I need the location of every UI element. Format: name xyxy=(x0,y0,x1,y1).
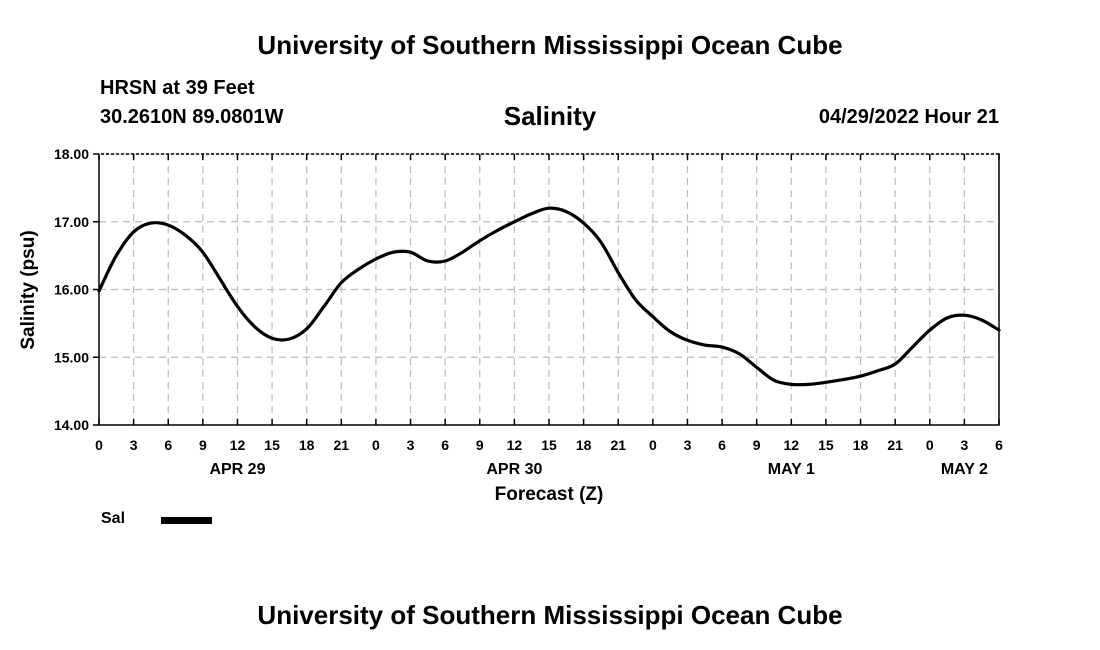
legend-label: Sal xyxy=(101,510,126,527)
x-tick-label: 3 xyxy=(407,437,415,453)
day-labels: APR 29 APR 30 MAY 1 MAY 2 xyxy=(209,461,988,478)
x-tick-label: 0 xyxy=(95,437,103,453)
main-title: University of Southern Mississippi Ocean… xyxy=(257,30,843,60)
x-tick-label: 9 xyxy=(753,437,761,453)
day-label: MAY 2 xyxy=(941,461,988,478)
coordinates-label: 30.2610N 89.0801W xyxy=(100,106,284,128)
y-tick-label: 18.00 xyxy=(54,146,89,162)
x-tick-label: 15 xyxy=(541,437,557,453)
x-tick-label: 15 xyxy=(818,437,834,453)
forecast-datetime: 04/29/2022 Hour 21 xyxy=(818,106,999,128)
grid-lines xyxy=(99,154,999,425)
x-tick-label: 12 xyxy=(784,437,800,453)
x-tick-label: 21 xyxy=(887,437,903,453)
salinity-chart: 14.00 15.00 16.00 17.00 18.00 0 3 6 9 12 15 18 21 0 3… xyxy=(18,146,1003,505)
x-tick-label: 3 xyxy=(130,437,138,453)
y-axis: 14.00 15.00 16.00 17.00 18.00 xyxy=(54,146,99,433)
x-axis: 0 3 6 9 12 15 18 21 0 3 6 9 12 15 18 21 0 3 6 9 12 15 18 21 0 3 6 xyxy=(95,419,1003,453)
y-tick-label: 15.00 xyxy=(54,349,89,365)
x-tick-label: 3 xyxy=(960,437,968,453)
x-tick-label: 0 xyxy=(926,437,934,453)
legend-line-swatch xyxy=(161,517,212,524)
x-tick-label: 18 xyxy=(576,437,592,453)
x-tick-label: 18 xyxy=(853,437,869,453)
y-tick-label: 14.00 xyxy=(54,417,89,433)
x-tick-label: 6 xyxy=(995,437,1003,453)
x-tick-label: 9 xyxy=(199,437,207,453)
x-tick-label: 6 xyxy=(718,437,726,453)
chart-title: Salinity xyxy=(503,101,597,131)
top-border-ticks xyxy=(98,153,1000,160)
station-label: HRSN at 39 Feet xyxy=(100,77,255,99)
x-tick-label: 3 xyxy=(684,437,692,453)
x-tick-label: 18 xyxy=(299,437,315,453)
x-tick-label: 12 xyxy=(507,437,523,453)
x-tick-label: 15 xyxy=(264,437,280,453)
footer-title: University of Southern Mississippi Ocean… xyxy=(257,600,843,630)
x-axis-label: Forecast (Z) xyxy=(495,484,604,505)
x-tick-label: 9 xyxy=(476,437,484,453)
y-tick-label: 16.00 xyxy=(54,282,89,298)
x-tick-label: 0 xyxy=(372,437,380,453)
day-label: APR 30 xyxy=(486,461,542,478)
x-tick-label: 6 xyxy=(441,437,449,453)
salinity-series-line xyxy=(97,206,1001,387)
x-tick-label: 12 xyxy=(230,437,246,453)
x-tick-label: 21 xyxy=(610,437,626,453)
day-label: APR 29 xyxy=(209,461,265,478)
y-tick-label: 17.00 xyxy=(54,214,89,230)
x-tick-label: 21 xyxy=(334,437,350,453)
x-tick-label: 6 xyxy=(164,437,172,453)
y-axis-label: Salinity (psu) xyxy=(18,230,39,349)
x-tick-label: 0 xyxy=(649,437,657,453)
day-label: MAY 1 xyxy=(768,461,815,478)
